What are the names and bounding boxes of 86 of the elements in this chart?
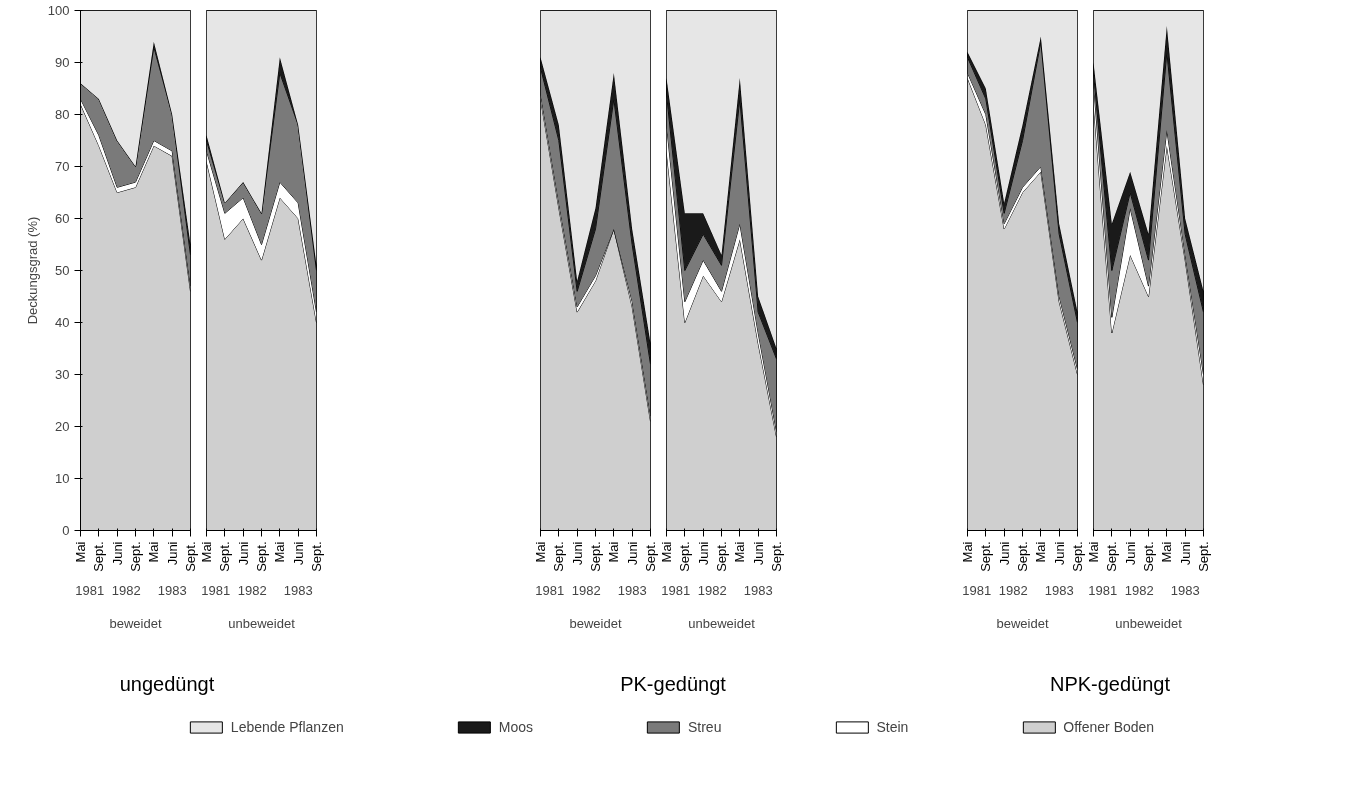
text: 1981 (1088, 582, 1118, 598)
x-tick-label: Sept. (978, 541, 994, 572)
y-tick-label: 0 (62, 523, 70, 538)
text: 1983 (1170, 582, 1200, 598)
text: 1981 (75, 582, 105, 598)
legend-label: Offener Boden (1063, 719, 1155, 735)
y-tick-label: 90 (55, 55, 70, 70)
text: 1983 (743, 582, 773, 598)
legend-label: Stein (876, 719, 909, 735)
y-tick-label: 20 (55, 419, 70, 434)
text: 1982 (998, 582, 1028, 598)
x-tick-label: Juni (1177, 541, 1193, 566)
x-tick-label: Sept. (1070, 541, 1085, 572)
x-tick-label: Mai (199, 541, 214, 563)
y-axis-title: Deckungsgrad (%) (24, 216, 40, 325)
x-tick-label: Sept. (1015, 541, 1030, 572)
x-tick-label: Juni (109, 541, 125, 566)
text: 1982 (237, 582, 267, 598)
x-axis-title: unbeweidet (1115, 615, 1183, 631)
text: ungedüngt (119, 672, 215, 697)
x-tick-label: Mai (960, 541, 975, 563)
x-tick-label: Sept. (643, 541, 658, 572)
x-tick-label: Juni (1122, 541, 1138, 566)
x-tick-label: Juni (235, 541, 251, 566)
y-tick-label: 40 (55, 315, 70, 330)
x-tick-label: Juni (290, 541, 306, 566)
x-tick-label: Sept. (1141, 541, 1156, 572)
x-tick-label: Mai (533, 541, 548, 563)
x-tick-label: Sept. (254, 541, 269, 572)
y-tick-label: 70 (55, 159, 70, 174)
x-tick-label: Juni (750, 541, 766, 566)
x-tick-label: Mai (73, 541, 88, 563)
y-tick-label: 100 (47, 3, 70, 18)
text: 1982 (111, 582, 141, 598)
x-axis-title: unbeweidet (228, 615, 296, 631)
x-tick-label: Juni (996, 541, 1012, 566)
x-tick-label: Mai (272, 541, 288, 563)
x-tick-label: Sept. (1104, 541, 1120, 572)
x-axis-title: unbeweidet (688, 615, 756, 631)
text: 1982 (571, 582, 601, 598)
text: 1983 (1044, 582, 1074, 598)
x-tick-label: Sept. (677, 541, 693, 572)
x-tick-label: Sept. (714, 541, 729, 572)
x-axis-title: beweidet (569, 615, 622, 631)
x-tick-label: Mai (1159, 541, 1175, 563)
x-axis-title: beweidet (109, 615, 162, 631)
x-tick-label: Sept. (551, 541, 567, 572)
x-tick-label: Sept. (1196, 541, 1211, 572)
text: 1983 (617, 582, 647, 598)
x-tick-label: Juni (695, 541, 711, 566)
y-tick-label: 30 (55, 367, 70, 382)
x-tick-label: Sept. (91, 541, 107, 572)
text: 1982 (1124, 582, 1154, 598)
legend-label: Moos (498, 719, 533, 735)
x-tick-label: Sept. (588, 541, 603, 572)
text: 1983 (157, 582, 187, 598)
x-tick-label: Sept. (128, 541, 143, 572)
x-tick-label: Mai (1086, 541, 1101, 563)
text: 1981 (535, 582, 565, 598)
x-tick-label: Juni (624, 541, 640, 566)
x-tick-label: Mai (659, 541, 674, 563)
x-tick-label: Juni (164, 541, 180, 566)
x-tick-label: Juni (1051, 541, 1067, 566)
x-tick-label: Sept. (183, 541, 198, 572)
x-tick-label: Mai (606, 541, 622, 563)
x-tick-label: Mai (1033, 541, 1049, 563)
legend-label: Lebende Pflanzen (230, 719, 344, 735)
x-tick-label: Sept. (769, 541, 784, 572)
y-tick-label: 80 (55, 107, 70, 122)
y-tick-label: 10 (55, 471, 70, 486)
text: PK-gedüngt (620, 672, 726, 697)
text: 1981 (661, 582, 691, 598)
x-tick-label: Sept. (309, 541, 324, 572)
x-tick-label: Juni (569, 541, 585, 566)
x-tick-label: Mai (732, 541, 748, 563)
text: 1981 (201, 582, 231, 598)
text: NPK-gedüngt (1049, 672, 1171, 697)
x-tick-label: Sept. (217, 541, 233, 572)
legend-label: Streu (687, 719, 722, 735)
x-tick-label: Mai (146, 541, 162, 563)
y-tick-label: 50 (55, 263, 70, 278)
y-tick-label: 60 (55, 211, 70, 226)
text: 1983 (283, 582, 313, 598)
text: 1982 (697, 582, 727, 598)
x-axis-title: beweidet (996, 615, 1049, 631)
text: 1981 (962, 582, 992, 598)
